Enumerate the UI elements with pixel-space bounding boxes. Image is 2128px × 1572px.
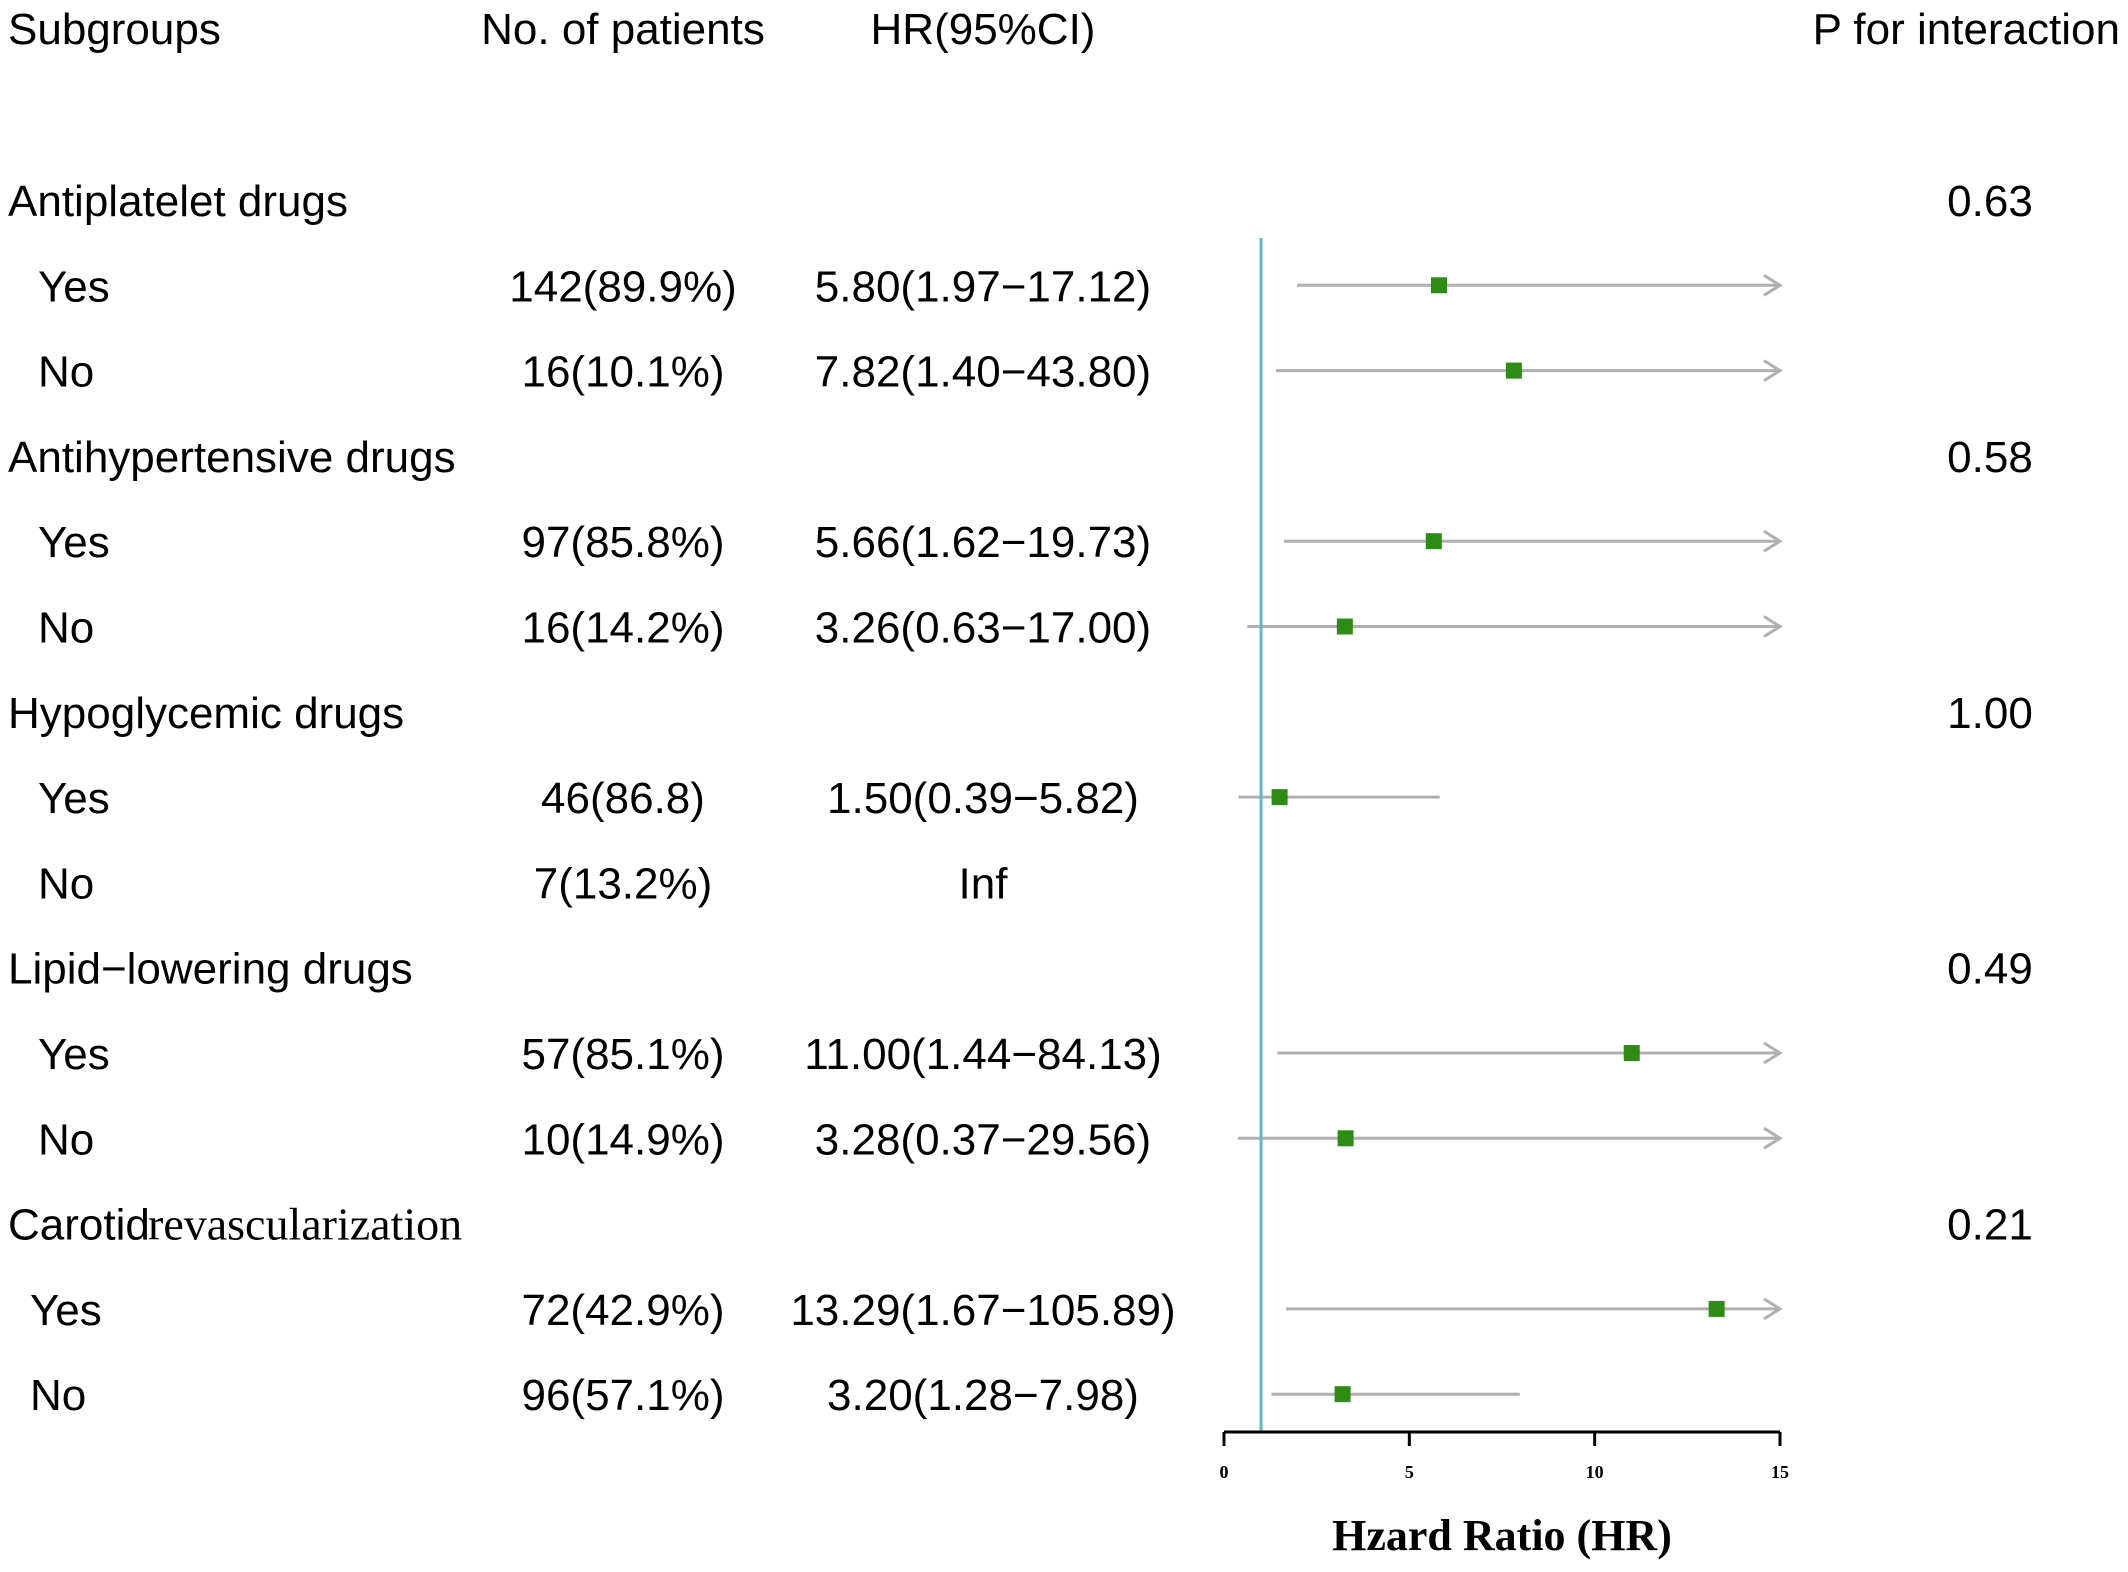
patient-count: 142(89.9%) <box>509 262 736 311</box>
ci-arrow-head <box>1763 529 1783 553</box>
table-rows: Antiplatelet drugs 0.63 Yes 142(89.9%) 5.80(… <box>8 177 2033 1420</box>
subgroup-label: Lipid−lowering drugs <box>8 945 413 994</box>
x-tick-label: 10 <box>1586 1462 1604 1482</box>
hr-point <box>1708 1300 1725 1317</box>
p-interaction-value: 0.21 <box>1947 1201 2033 1250</box>
level-label: Yes <box>38 774 110 823</box>
level-label: Yes <box>38 262 110 311</box>
hr-point <box>1505 362 1522 379</box>
patient-count: 7(13.2%) <box>534 859 713 908</box>
hr-ci-text: 3.26(0.63−17.00) <box>815 604 1151 653</box>
hr-ci-text: 11.00(1.44−84.13) <box>804 1030 1162 1079</box>
x-tick-label: 0 <box>1220 1462 1229 1482</box>
level-label: Yes <box>30 1286 102 1335</box>
p-interaction-value: 0.58 <box>1947 433 2033 482</box>
header-subgroups: Subgroups <box>8 5 221 54</box>
patient-count: 10(14.9%) <box>521 1115 724 1164</box>
subgroup-label-tail: revascularization <box>148 1199 462 1250</box>
header-hr: HR(95%CI) <box>871 5 1096 54</box>
patient-count: 72(42.9%) <box>521 1286 724 1335</box>
level-label: No <box>38 348 94 397</box>
header-p-interaction: P for interaction <box>1813 5 2120 54</box>
x-tick-label: 5 <box>1405 1462 1414 1482</box>
level-label: Yes <box>38 1030 110 1079</box>
hr-ci-text: 3.20(1.28−7.98) <box>827 1371 1139 1420</box>
level-label: Yes <box>38 518 110 567</box>
hr-ci-text: 13.29(1.67−105.89) <box>790 1286 1175 1335</box>
level-label: No <box>38 859 94 908</box>
ci-arrow-head <box>1763 274 1783 297</box>
p-interaction-value: 0.63 <box>1947 177 2033 226</box>
p-interaction-value: 0.49 <box>1947 945 2033 994</box>
patient-count: 57(85.1%) <box>521 1030 724 1079</box>
hr-point <box>1623 1045 1640 1061</box>
ci-arrow-head <box>1763 1127 1783 1150</box>
x-axis-title: Hzard Ratio (HR) <box>1332 1511 1672 1560</box>
level-label: No <box>38 1115 94 1164</box>
p-interaction-value: 1.00 <box>1947 689 2033 738</box>
level-label: No <box>30 1371 86 1420</box>
hr-ci-text: 5.80(1.97−17.12) <box>815 262 1151 311</box>
plot-area: 0 5 10 15 Hzard Ratio (HR) <box>1220 238 1789 1560</box>
subgroup-label: Antihypertensive drugs <box>8 433 456 482</box>
hr-ci-text: 5.66(1.62−19.73) <box>815 518 1151 567</box>
patient-count: 16(10.1%) <box>521 348 724 397</box>
hr-point <box>1430 277 1447 294</box>
hr-ci-text: 7.82(1.40−43.80) <box>815 348 1151 397</box>
ci-arrow-head <box>1763 359 1783 382</box>
hr-ci-text: Inf <box>959 859 1009 908</box>
patient-count: 46(86.8) <box>541 774 705 823</box>
subgroup-label: Antiplatelet drugs <box>8 177 348 226</box>
hr-point <box>1336 618 1353 635</box>
hr-point <box>1425 533 1442 550</box>
patient-count: 16(14.2%) <box>521 604 724 653</box>
level-label: No <box>38 604 94 653</box>
patient-count: 96(57.1%) <box>521 1371 724 1420</box>
hr-point <box>1271 789 1288 806</box>
subgroup-label: Carotid <box>8 1201 150 1250</box>
ci-arrow-head <box>1763 1297 1783 1321</box>
x-tick-label: 15 <box>1771 1462 1789 1482</box>
ci-arrow-head <box>1763 1041 1783 1065</box>
ci-arrow-head <box>1763 615 1783 638</box>
patient-count: 97(85.8%) <box>521 518 724 567</box>
hr-ci-text: 1.50(0.39−5.82) <box>827 774 1139 823</box>
subgroup-label: Hypoglycemic drugs <box>8 689 404 738</box>
hr-point <box>1334 1386 1351 1403</box>
hr-ci-text: 3.28(0.37−29.56) <box>815 1115 1151 1164</box>
header-patients: No. of patients <box>481 5 765 54</box>
hr-point <box>1337 1130 1354 1147</box>
